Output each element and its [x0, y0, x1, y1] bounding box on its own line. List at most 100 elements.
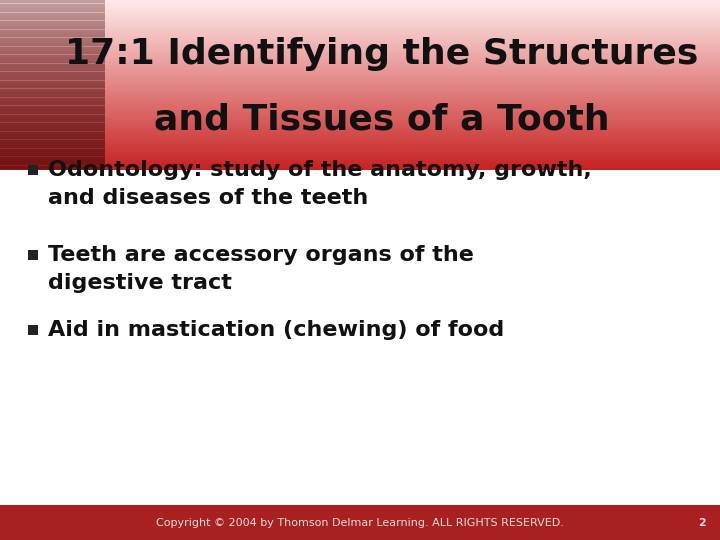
Bar — [0, 84, 105, 86]
Bar — [0, 80, 720, 83]
Bar — [0, 78, 720, 80]
Bar — [0, 66, 720, 68]
Bar — [0, 134, 720, 136]
Bar — [0, 162, 105, 164]
Bar — [0, 119, 105, 122]
Bar — [0, 85, 105, 87]
Bar — [0, 32, 720, 34]
Bar — [0, 55, 720, 57]
Bar — [0, 73, 720, 75]
Bar — [0, 128, 105, 130]
Bar — [0, 91, 720, 93]
Bar — [0, 68, 105, 70]
Bar — [0, 66, 105, 68]
Bar — [0, 93, 720, 95]
Bar — [0, 33, 105, 35]
Bar — [0, 157, 720, 159]
Bar — [0, 89, 720, 91]
Text: digestive tract: digestive tract — [48, 273, 232, 293]
Bar — [0, 50, 720, 52]
Bar — [0, 151, 720, 153]
Bar — [0, 159, 720, 161]
Bar — [0, 145, 720, 147]
Bar — [0, 163, 105, 165]
Bar — [0, 101, 105, 103]
Bar — [0, 147, 105, 150]
Bar — [0, 87, 105, 90]
Bar — [0, 55, 105, 57]
Bar — [0, 52, 720, 55]
Bar — [0, 137, 720, 139]
Bar — [0, 16, 105, 18]
Bar — [0, 150, 105, 152]
Bar — [0, 135, 720, 137]
Bar — [0, 131, 105, 133]
Bar — [0, 136, 105, 138]
Bar — [0, 40, 720, 42]
Bar — [0, 34, 105, 36]
Bar — [0, 53, 720, 56]
Bar — [0, 0, 720, 1]
Bar — [0, 109, 105, 111]
Bar — [0, 127, 720, 129]
Bar — [0, 148, 105, 151]
Bar — [0, 2, 720, 4]
Bar — [0, 1, 105, 3]
Bar — [0, 6, 720, 8]
Bar — [0, 117, 105, 119]
Bar — [0, 71, 720, 73]
Bar — [0, 64, 105, 66]
Bar — [0, 65, 720, 67]
Bar — [0, 94, 105, 96]
Bar — [0, 112, 720, 114]
Bar — [0, 151, 105, 153]
Bar — [0, 139, 720, 141]
Bar — [0, 82, 720, 84]
Bar — [0, 108, 720, 110]
Bar — [0, 62, 720, 64]
Bar — [0, 130, 720, 131]
Bar — [0, 9, 720, 11]
Bar — [0, 154, 720, 157]
Bar — [0, 53, 105, 56]
Bar — [0, 119, 720, 122]
Bar — [0, 161, 720, 163]
Bar — [0, 22, 720, 24]
Bar — [0, 139, 105, 141]
Bar — [0, 51, 720, 53]
Bar — [0, 24, 105, 26]
Bar — [0, 31, 105, 33]
Bar — [0, 46, 105, 49]
Bar — [0, 11, 720, 14]
Bar — [0, 68, 720, 70]
Bar — [0, 78, 105, 80]
Bar — [0, 33, 720, 35]
Bar — [0, 77, 105, 79]
Bar — [0, 25, 720, 27]
Text: and Tissues of a Tooth: and Tissues of a Tooth — [154, 102, 609, 136]
Bar — [0, 44, 720, 46]
Bar — [0, 92, 720, 94]
Bar — [0, 165, 720, 167]
Bar — [0, 128, 720, 130]
Bar — [0, 111, 105, 113]
Bar — [0, 93, 105, 95]
Bar — [0, 84, 720, 86]
Bar — [0, 44, 105, 46]
Bar — [0, 158, 720, 160]
Bar — [0, 49, 105, 51]
Bar — [0, 100, 105, 102]
Bar — [0, 89, 105, 91]
Bar — [0, 15, 105, 17]
Bar — [0, 0, 105, 2]
Bar — [0, 0, 105, 1]
Text: 17:1 Identifying the Structures: 17:1 Identifying the Structures — [65, 37, 698, 71]
Bar — [0, 123, 105, 125]
Bar — [0, 1, 720, 3]
Bar — [0, 60, 720, 62]
Text: 2: 2 — [698, 517, 706, 528]
Bar — [0, 159, 105, 161]
Bar — [0, 118, 105, 120]
Bar — [0, 160, 720, 162]
Bar — [0, 83, 105, 85]
